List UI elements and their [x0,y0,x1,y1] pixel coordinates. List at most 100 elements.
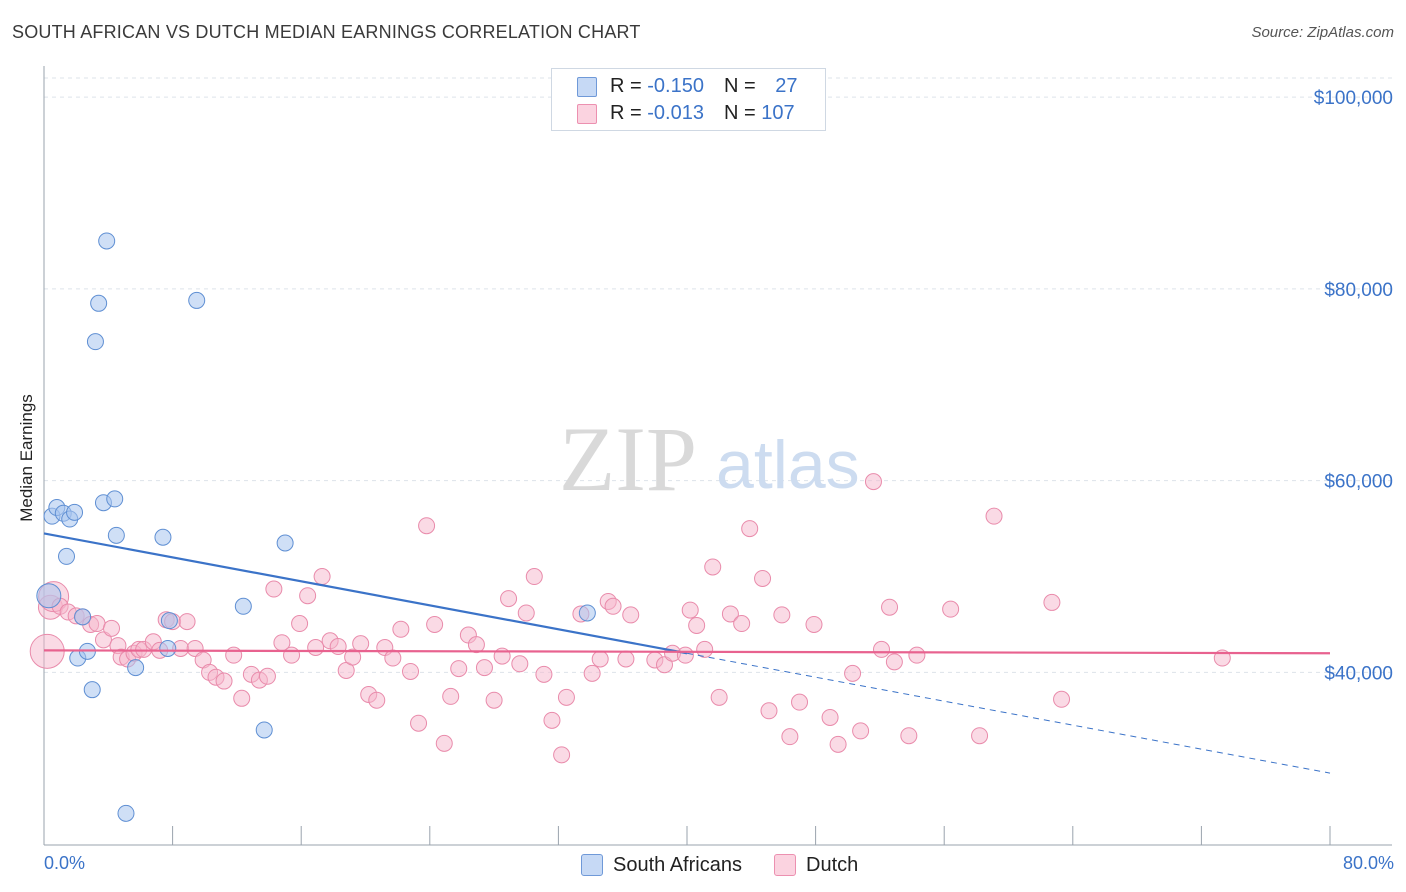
dutch-point [402,662,420,680]
n-value: 27 [775,74,798,97]
dutch-point [1053,690,1071,708]
legend-item-dutch[interactable]: Dutch [774,851,858,879]
dutch-point [186,639,204,657]
dutch-point [94,631,112,649]
dutch-point [283,646,301,664]
south-africans-point [83,681,101,699]
dutch-point [418,517,436,535]
dutch-point [676,646,694,664]
south-africans-point [66,503,84,521]
dutch-point [985,507,1003,525]
n-label: N = [723,101,762,124]
dutch-point [885,653,903,671]
dutch-point [215,672,233,690]
n-value: 107 [761,101,795,124]
dutch-point [721,605,739,623]
dutch-point [299,587,317,605]
dutch-point [511,655,529,673]
dutch-point [307,638,325,656]
dutch-point [704,558,722,576]
dutch-point [622,606,640,624]
south-africans-trend-extension [686,652,1331,774]
dutch-point [450,660,468,678]
south-africans-point [74,608,92,626]
dutch-point [442,687,460,705]
dutch-point [352,635,370,653]
y-tick-label: $100,000 [1314,88,1393,109]
dutch-point [88,615,106,633]
source-label: Source: ZipAtlas.com [1251,24,1394,41]
legend-label: Dutch [806,853,859,876]
dutch-point [908,646,926,664]
dutch-point [821,708,839,726]
south-africans-point [36,583,62,609]
watermark-atlas: atlas [716,427,860,503]
series-legend: South Africans Dutch [0,851,1406,879]
south-africans-trend-line [43,532,688,655]
grid-lines [44,77,1392,673]
dutch-point [791,693,809,711]
x-axis-min-label: 0.0% [44,853,86,873]
r-value: -0.150 [647,74,704,97]
dutch-point [258,667,276,685]
dutch-point [900,727,918,745]
dutch-point [733,615,751,633]
dutch-point [517,604,535,622]
dutch-point [553,746,571,764]
dutch-point [971,727,989,745]
dutch-point [535,665,553,683]
dutch-point [384,649,402,667]
chart-title: SOUTH AFRICAN VS DUTCH MEDIAN EARNINGS C… [12,22,641,42]
x-axis-max-label: 80.0% [1342,853,1394,873]
trend-lines [43,532,1331,774]
dutch-point [844,664,862,682]
south-africans-point [188,291,206,309]
dutch-point [178,613,196,631]
legend-label: South Africans [613,853,742,876]
dutch-point [773,606,791,624]
south-africans-point [255,721,273,739]
y-tick-label: $60,000 [1324,472,1393,493]
dutch-point [604,597,622,615]
legend-swatch-pink [774,854,796,876]
y-tick-label: $40,000 [1324,663,1393,684]
dutch-point [525,568,543,586]
dutch-point [500,590,518,608]
dutch-point [696,640,714,658]
dutch-point [485,691,503,709]
y-axis-title: Median Earnings [17,394,36,522]
dutch-point [942,600,960,618]
dutch-point [410,714,428,732]
south-africans-point [106,490,124,508]
south-africans-point [86,333,104,351]
legend-item-south-africans[interactable]: South Africans [581,851,742,879]
r-label: R = [610,101,648,124]
dutch-point [426,615,444,633]
dutch-point [233,689,251,707]
south-africans-point [90,294,108,312]
legend-swatch-blue [581,854,603,876]
dutch-point [688,616,706,634]
dutch-point [467,636,485,654]
south-africans-point [98,232,116,250]
dutch-point [475,659,493,677]
dutch-point [760,702,778,720]
dutch-point [781,728,799,746]
axes [43,66,1392,846]
dutch-point [265,580,283,598]
dutch-point [225,646,243,664]
dutch-point [291,615,309,633]
dutch-point [1043,593,1061,611]
dutch-point [881,598,899,616]
south-africans-point [159,639,177,657]
south-africans-point [160,612,178,630]
dutch-point [543,711,561,729]
dutch-point [368,691,386,709]
dutch-point [829,735,847,753]
dutch-point [655,656,673,674]
dutch-point [583,664,601,682]
south-africans-point [107,526,125,544]
dutch-point [103,619,121,637]
dutch-point [741,520,759,538]
